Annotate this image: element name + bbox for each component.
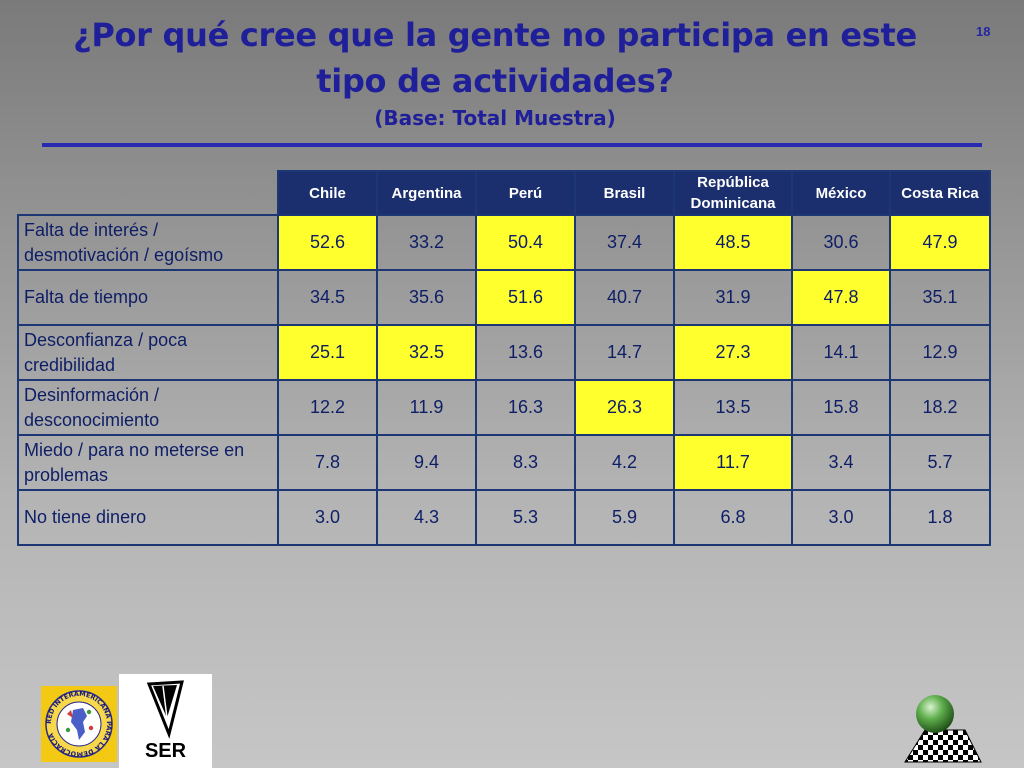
table-cell: 13.6 bbox=[475, 324, 576, 381]
table-cell: 12.9 bbox=[889, 324, 991, 381]
table-cell: 13.5 bbox=[673, 379, 793, 436]
table-cell: 5.7 bbox=[889, 434, 991, 491]
table-row: No tiene dinero 3.0 4.3 5.3 5.9 6.8 3.0 … bbox=[17, 489, 991, 546]
table-row: Falta de interés / desmotivación / egoísm… bbox=[17, 214, 991, 271]
header-corner bbox=[18, 171, 278, 215]
col-header-costa-rica: Costa Rica bbox=[889, 170, 991, 216]
table-cell: 34.5 bbox=[277, 269, 378, 326]
table-cell: 11.9 bbox=[376, 379, 477, 436]
table-cell: 25.1 bbox=[277, 324, 378, 381]
table-cell: 26.3 bbox=[574, 379, 675, 436]
ser-emblem bbox=[146, 680, 184, 739]
table-row: Desconfianza / poca credibilidad 25.1 32.… bbox=[17, 324, 991, 381]
table-cell: 47.8 bbox=[791, 269, 891, 326]
title-divider bbox=[42, 143, 982, 147]
table-cell: 31.9 bbox=[673, 269, 793, 326]
table-cell: 9.4 bbox=[376, 434, 477, 491]
table-cell: 8.3 bbox=[475, 434, 576, 491]
table-cell: 5.9 bbox=[574, 489, 675, 546]
chessboard-sphere-logo bbox=[904, 695, 982, 763]
slide-title: ¿Por qué cree que la gente no participa … bbox=[60, 12, 930, 130]
slide-number: 18 bbox=[976, 24, 991, 39]
table-row: Falta de tiempo 34.5 35.6 51.6 40.7 31.9… bbox=[17, 269, 991, 326]
table-cell: 35.6 bbox=[376, 269, 477, 326]
col-header-chile: Chile bbox=[277, 170, 378, 216]
row-label: Miedo / para no meterse en problemas bbox=[17, 434, 279, 491]
table-cell: 4.3 bbox=[376, 489, 477, 546]
results-table: Chile Argentina Perú Brasil República Dom… bbox=[17, 170, 991, 546]
table-cell: 48.5 bbox=[673, 214, 793, 271]
table-cell: 15.8 bbox=[791, 379, 891, 436]
table-cell: 14.7 bbox=[574, 324, 675, 381]
table-cell: 33.2 bbox=[376, 214, 477, 271]
table-cell: 4.2 bbox=[574, 434, 675, 491]
table-cell: 6.8 bbox=[673, 489, 793, 546]
table-cell: 16.3 bbox=[475, 379, 576, 436]
table-row: Desinformación / desconocimiento 12.2 11.… bbox=[17, 379, 991, 436]
subtitle: (Base: Total Muestra) bbox=[374, 106, 616, 130]
col-header-mexico: México bbox=[791, 170, 891, 216]
red-interamericana-logo: RED INTERAMERICANA PARA LA DEMOCRACIA bbox=[41, 686, 117, 762]
header-row: Chile Argentina Perú Brasil República Dom… bbox=[18, 170, 991, 216]
col-header-republica-dominicana: República Dominicana bbox=[673, 170, 793, 216]
row-label: Falta de tiempo bbox=[17, 269, 279, 326]
table-cell: 3.4 bbox=[791, 434, 891, 491]
title-line-2: tipo de actividades? bbox=[316, 62, 674, 100]
table-cell: 37.4 bbox=[574, 214, 675, 271]
table-cell: 11.7 bbox=[673, 434, 793, 491]
table-cell: 14.1 bbox=[791, 324, 891, 381]
row-label: Desinformación / desconocimiento bbox=[17, 379, 279, 436]
red-interamericana-emblem: RED INTERAMERICANA PARA LA DEMOCRACIA bbox=[45, 690, 113, 758]
table-cell: 18.2 bbox=[889, 379, 991, 436]
ser-label: SER bbox=[144, 740, 187, 762]
table-cell: 52.6 bbox=[277, 214, 378, 271]
table-row: Miedo / para no meterse en problemas 7.8 … bbox=[17, 434, 991, 491]
col-header-brasil: Brasil bbox=[574, 170, 675, 216]
table-cell: 1.8 bbox=[889, 489, 991, 546]
col-header-peru: Perú bbox=[475, 170, 576, 216]
table-cell: 35.1 bbox=[889, 269, 991, 326]
table-cell: 5.3 bbox=[475, 489, 576, 546]
table-cell: 32.5 bbox=[376, 324, 477, 381]
table-cell: 3.0 bbox=[791, 489, 891, 546]
table-cell: 50.4 bbox=[475, 214, 576, 271]
table-cell: 51.6 bbox=[475, 269, 576, 326]
table-cell: 12.2 bbox=[277, 379, 378, 436]
col-header-argentina: Argentina bbox=[376, 170, 477, 216]
table-cell: 27.3 bbox=[673, 324, 793, 381]
title-line-1: ¿Por qué cree que la gente no participa … bbox=[73, 16, 917, 54]
row-label: Desconfianza / poca credibilidad bbox=[17, 324, 279, 381]
table-cell: 40.7 bbox=[574, 269, 675, 326]
table-cell: 3.0 bbox=[277, 489, 378, 546]
row-label: Falta de interés / desmotivación / egoísm… bbox=[17, 214, 279, 271]
row-label: No tiene dinero bbox=[17, 489, 279, 546]
table-cell: 30.6 bbox=[791, 214, 891, 271]
table-cell: 47.9 bbox=[889, 214, 991, 271]
ser-logo: SER bbox=[119, 674, 212, 768]
table-cell: 7.8 bbox=[277, 434, 378, 491]
